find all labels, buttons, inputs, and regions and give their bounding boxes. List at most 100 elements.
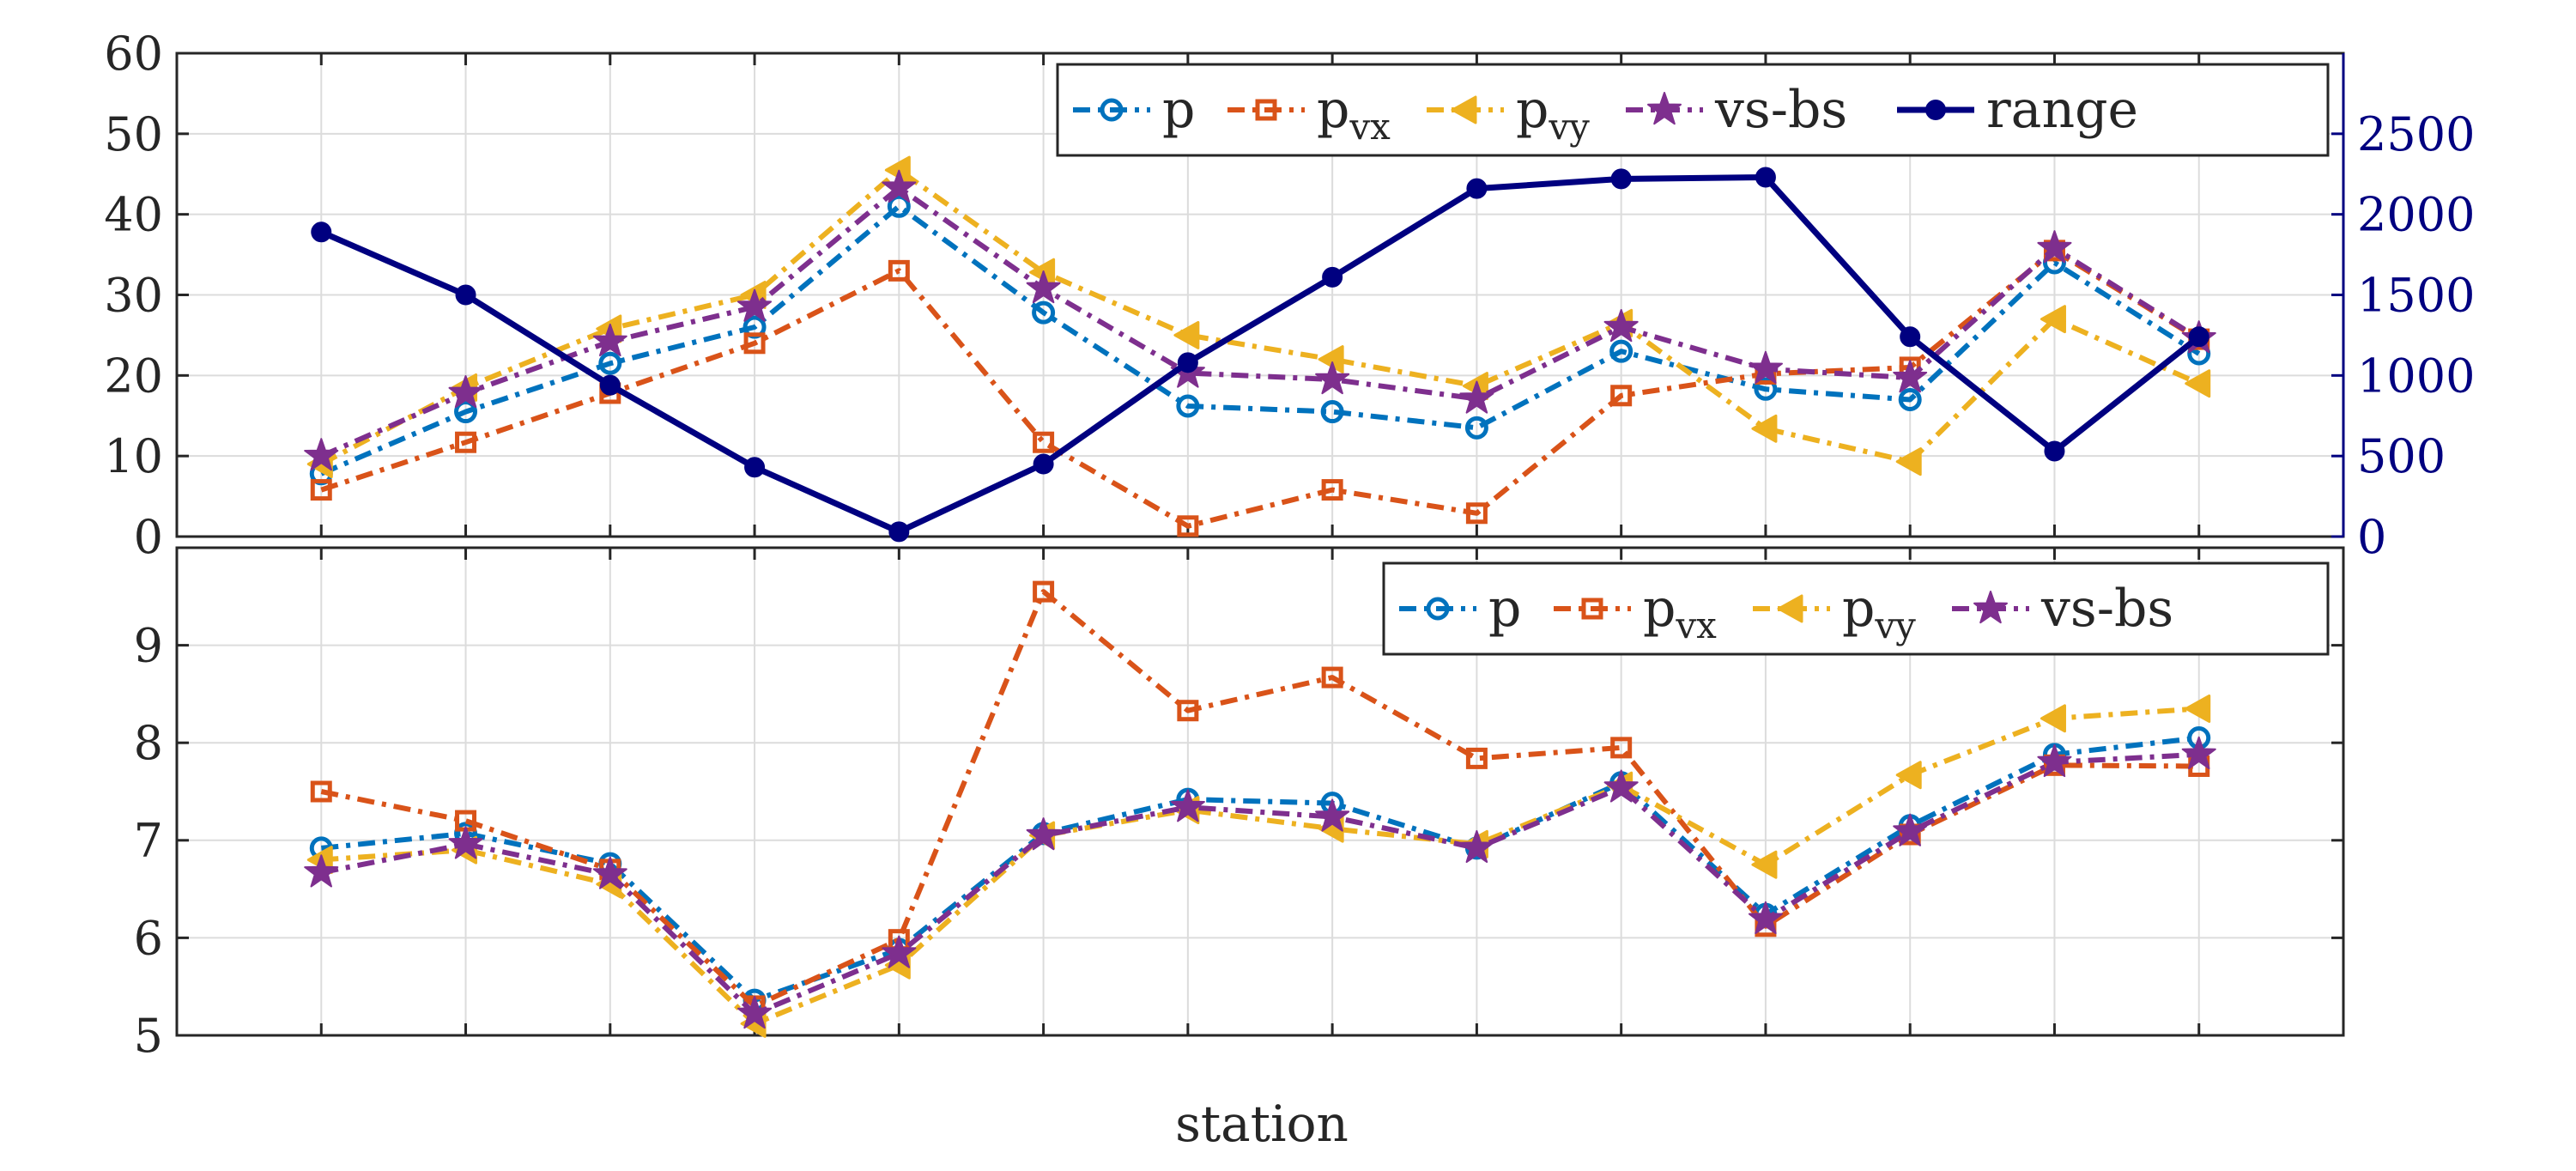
- legend-label: p: [1488, 579, 1521, 639]
- legend-label: vs-bs: [2040, 579, 2173, 639]
- y-tick-label: 10: [104, 429, 163, 483]
- data-point-vs_bs: [1748, 901, 1783, 934]
- data-point-vs_bs: [737, 996, 773, 1029]
- data-point-p_vx: [1321, 479, 1343, 501]
- data-point-vs_bs: [448, 375, 483, 409]
- data-point-range: [1322, 266, 1343, 288]
- legend: p pvx pvy vs-bs range: [1056, 63, 2330, 157]
- data-point-vs_bs: [882, 935, 917, 968]
- data-point-vs_bs: [1170, 789, 1205, 822]
- data-point-p_vx: [1033, 431, 1055, 453]
- data-point-p: [1320, 400, 1344, 424]
- y-tick-label: 60: [104, 27, 163, 81]
- data-point-p: [598, 351, 622, 375]
- legend-label-sub: vy: [1874, 604, 1916, 646]
- data-point-p_vx: [888, 259, 910, 282]
- data-point-p: [1464, 416, 1488, 440]
- data-point-p_vx: [1177, 515, 1199, 537]
- legend-label: p: [1162, 80, 1195, 140]
- data-point-vs_bs: [304, 438, 339, 471]
- data-point-p: [454, 400, 478, 424]
- data-point-p: [887, 194, 911, 218]
- y-tick-label: 7: [134, 814, 163, 868]
- y-tick-label: 8: [134, 716, 163, 770]
- y-right-tick-label: 1000: [2357, 349, 2475, 403]
- data-point-vs_bs: [1748, 350, 1783, 384]
- y-right-tick-label: 0: [2357, 510, 2386, 564]
- series-line-p_vx: [320, 589, 2199, 1009]
- data-point-p_vx: [1321, 666, 1343, 689]
- legend-item-range: range: [1897, 80, 2138, 140]
- legend-label-main: p: [1643, 579, 1676, 639]
- data-point-p_vx: [743, 332, 766, 355]
- data-point-p_vx: [1465, 747, 1488, 769]
- legend-label-main: p: [1842, 579, 1875, 639]
- data-point-vs_bs: [592, 323, 627, 357]
- plot-area-frame: [175, 546, 2345, 1037]
- data-point-range: [1177, 352, 1198, 373]
- data-point-p_vy: [1895, 761, 1922, 790]
- data-point-vs_bs: [1459, 380, 1494, 414]
- legend-label-main: p: [1162, 80, 1195, 140]
- data-point-p: [1898, 387, 1922, 411]
- data-point-vs_bs: [2181, 736, 2216, 769]
- legend-item-p: p: [1073, 80, 1195, 140]
- legend-label: vs-bs: [1714, 80, 1847, 140]
- data-point-range: [1466, 178, 1488, 199]
- legend-marker: [1647, 92, 1682, 125]
- data-point-p_vx: [1033, 580, 1055, 603]
- data-point-vs_bs: [1603, 309, 1639, 343]
- y-tick-label: 9: [134, 619, 163, 673]
- legend-marker: [1255, 99, 1277, 121]
- data-point-p_vy: [2040, 704, 2066, 733]
- legend: p pvx pvy vs-bs: [1382, 561, 2330, 656]
- series-line-vs_bs: [320, 185, 2201, 458]
- y-right-tick-label: 500: [2357, 429, 2446, 483]
- data-point-p_vy: [1895, 447, 1922, 476]
- x-axis-label: station: [1175, 1095, 1349, 1153]
- legend-item-p_vy: pvy: [1427, 80, 1590, 148]
- series-vs_bs: [304, 736, 2216, 1029]
- data-point-vs_bs: [1893, 813, 1928, 846]
- legend-marker: [1100, 98, 1124, 122]
- legend-item-p_vy: pvy: [1753, 579, 1916, 646]
- data-point-p_vx: [1177, 700, 1199, 722]
- series-line-p: [320, 735, 2200, 1004]
- data-point-p_vy: [2185, 369, 2211, 398]
- series-line-p_vy: [319, 167, 2200, 467]
- legend-label-main: p: [1317, 80, 1349, 140]
- series-line-p_vy: [321, 706, 2199, 1027]
- legend-item-p_vx: pvx: [1554, 579, 1717, 646]
- data-point-range: [744, 457, 766, 478]
- data-point-p: [1176, 394, 1200, 418]
- legend-item-vs_bs: vs-bs: [1952, 579, 2173, 639]
- legend-label-sub: vx: [1675, 604, 1717, 646]
- data-point-p: [1754, 377, 1778, 401]
- legend-marker: [1581, 598, 1603, 620]
- data-point-p: [1032, 300, 1056, 325]
- legend-label-main: p: [1488, 579, 1521, 639]
- y-right-tick-label: 2500: [2357, 107, 2475, 161]
- legend-label: pvy: [1516, 80, 1590, 148]
- legend-label-main: range: [1986, 80, 2138, 140]
- legend-label-main: vs-bs: [2040, 579, 2173, 639]
- data-point-range: [1900, 326, 1921, 348]
- data-point-p_vx: [455, 431, 477, 453]
- data-point-vs_bs: [1026, 817, 1061, 851]
- data-point-range: [455, 284, 476, 306]
- data-point-vs_bs: [2037, 743, 2072, 778]
- legend-item-vs_bs: vs-bs: [1626, 80, 1847, 140]
- data-point-p_vx: [1610, 385, 1633, 407]
- series-range: [311, 167, 2209, 543]
- series-line-range: [319, 174, 2201, 535]
- data-point-p_vx: [310, 479, 332, 501]
- data-point-p_vy: [1751, 414, 1778, 443]
- data-point-vs_bs: [2037, 230, 2072, 264]
- legend-item-p_vx: pvx: [1227, 80, 1391, 148]
- data-point-vs_bs: [1026, 270, 1061, 304]
- data-point-p: [1609, 339, 1633, 363]
- data-point-range: [1033, 453, 1054, 475]
- legend-marker: [1426, 597, 1450, 621]
- data-point-p_vy: [1751, 850, 1778, 879]
